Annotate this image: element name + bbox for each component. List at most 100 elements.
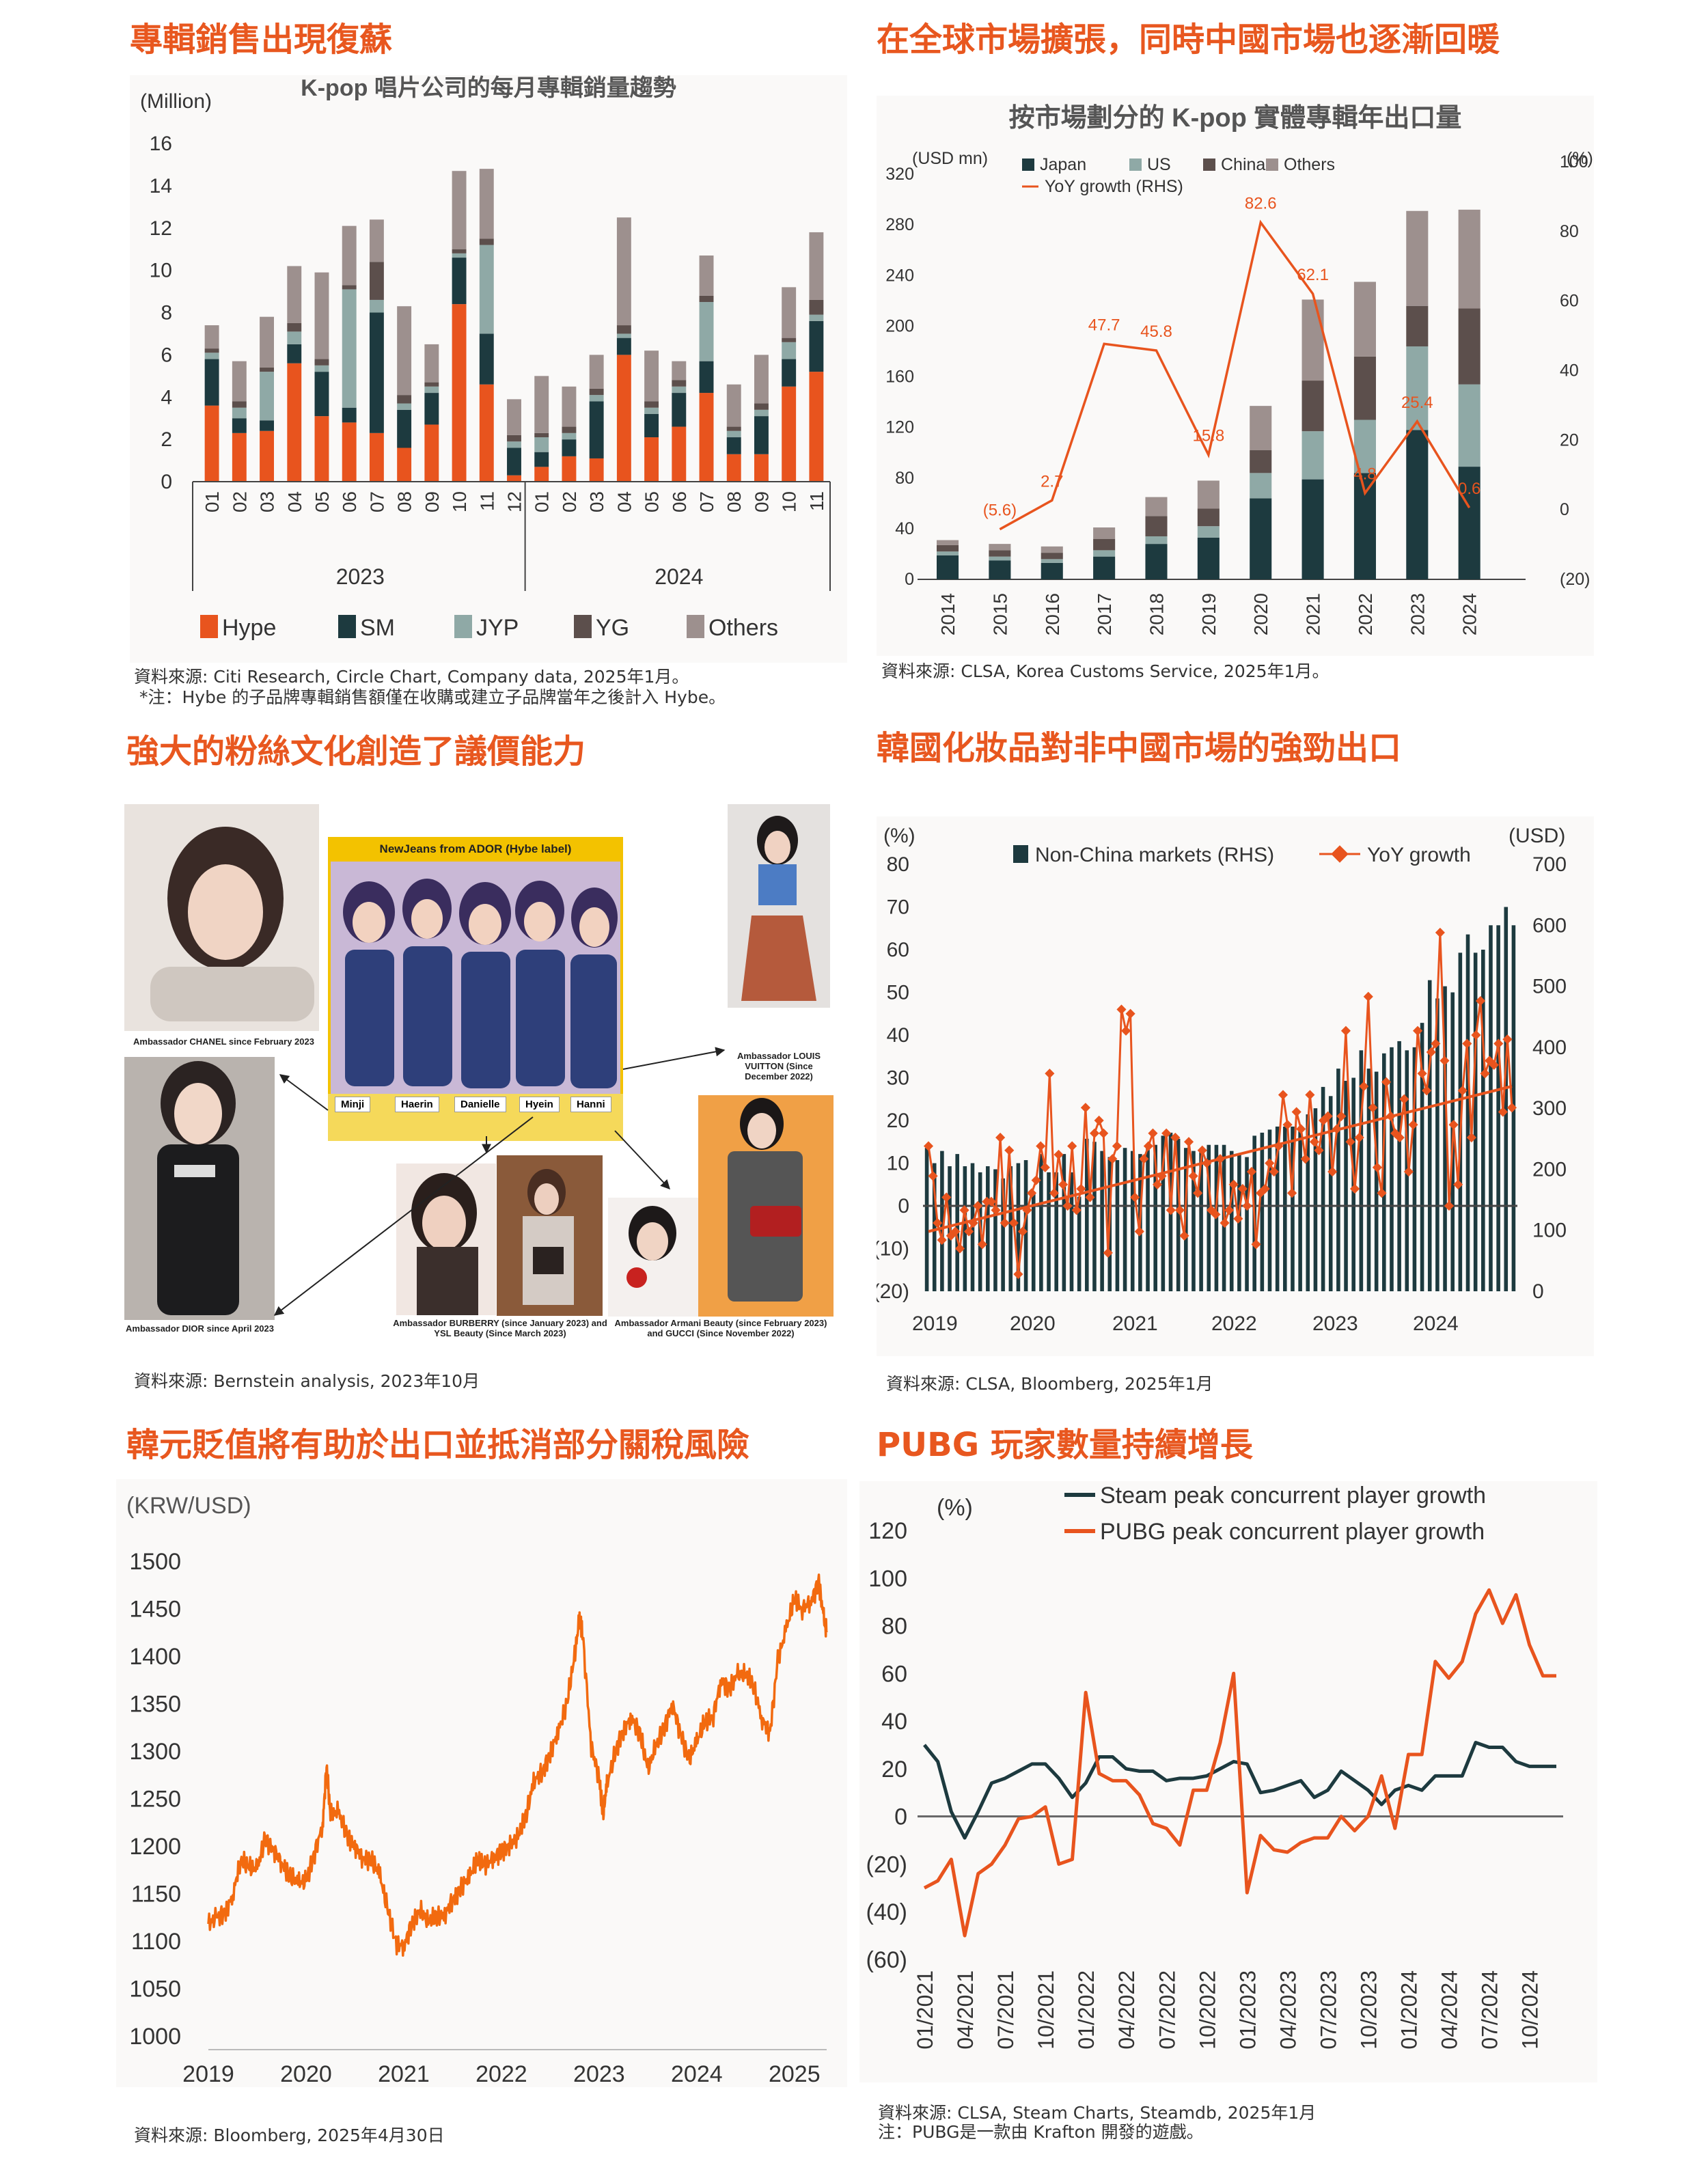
yoy-growth-marker: [1148, 1128, 1158, 1138]
yoy-growth-marker: [1174, 1205, 1185, 1215]
bar-segment: [937, 555, 959, 579]
bar: [1275, 1126, 1280, 1291]
bar-segment: [562, 439, 577, 456]
x-tick-label: 2018: [1146, 593, 1167, 635]
bar-segment: [397, 448, 412, 482]
x-tick-label: 10/2021: [1034, 1970, 1058, 2050]
album-exports-source: 資料來源: CLSA, Korea Customs Service, 2025年…: [881, 661, 1330, 681]
bar-segment: [809, 320, 824, 372]
burberry-ysl-ambassador-photo: [396, 1155, 603, 1316]
bar-segment: [287, 331, 302, 344]
bar-segment: [1041, 553, 1063, 560]
x-tick-label: 03: [257, 491, 278, 512]
bar-segment: [1301, 299, 1324, 381]
yoy-growth-marker: [954, 1243, 965, 1254]
bar-segment: [809, 232, 824, 300]
bar: [1023, 1160, 1028, 1291]
y-tick-label: 240: [885, 266, 914, 285]
bar: [940, 1151, 944, 1291]
y-right-tick-label: 500: [1532, 976, 1567, 998]
yoy-growth-marker: [1224, 1205, 1235, 1215]
y-tick-label: 80: [881, 1614, 907, 1640]
bar-segment: [342, 285, 357, 290]
y-right-tick-label: 400: [1532, 1036, 1567, 1059]
y-tick-label: (20): [866, 1852, 907, 1877]
bar: [1237, 1154, 1241, 1291]
bar-segment: [672, 361, 687, 381]
yoy-growth-marker: [1265, 1158, 1275, 1168]
bar: [955, 1154, 959, 1291]
bar-segment: [937, 545, 959, 552]
bar-segment: [424, 344, 439, 383]
yoy-growth-marker: [1242, 1200, 1252, 1211]
bar-segment: [989, 556, 1011, 561]
bar-segment: [260, 367, 274, 372]
yoy-growth-marker: [1314, 1145, 1324, 1155]
bar: [1344, 1080, 1348, 1291]
y-tick-label: 200: [885, 316, 914, 335]
x-tick-label: 2016: [1042, 593, 1063, 635]
bar-segment: [260, 316, 274, 368]
bar-segment: [644, 414, 659, 438]
bar-segment: [1250, 406, 1272, 450]
bar-segment: [342, 225, 357, 286]
yoy-growth-marker: [986, 1196, 997, 1207]
bar-segment: [397, 395, 412, 404]
bar-segment: [782, 342, 797, 359]
yoy-growth-marker: [1013, 1269, 1023, 1280]
bar-segment: [1353, 281, 1376, 357]
y-tick-label: 20: [881, 1757, 907, 1783]
yoy-growth-marker: [1453, 1179, 1463, 1189]
bar-segment: [1041, 562, 1063, 579]
album-exports-heading: 在全球市場擴張，同時中國市場也逐漸回暖: [877, 20, 1500, 59]
legend-label: PUBG peak concurrent player growth: [1100, 1519, 1485, 1545]
bar-segment: [754, 454, 769, 482]
y-tick-label: 320: [885, 165, 914, 184]
yoy-growth-marker: [928, 1171, 938, 1181]
newjeans-group-photo: [328, 837, 623, 1141]
bar: [1359, 1050, 1364, 1291]
bar: [1100, 1151, 1104, 1291]
bar-segment: [1197, 526, 1220, 538]
pubg-source: 資料來源: CLSA, Steam Charts, Steamdb, 2025年…: [878, 2103, 1317, 2123]
y-axis-label: (KRW/USD): [126, 1493, 251, 1519]
yoy-growth-marker: [1193, 1188, 1203, 1198]
y-tick-label: 1350: [129, 1692, 181, 1718]
bar-segment: [260, 420, 274, 431]
bar-segment: [589, 401, 604, 458]
y-right-tick-label: (20): [1560, 570, 1590, 589]
x-tick-label: 10: [449, 491, 470, 512]
x-tick-label: 02: [229, 491, 250, 512]
member-label-hyein: Hyein: [519, 1097, 560, 1112]
x-tick-label: 2019: [1198, 593, 1220, 635]
bar-segment: [782, 386, 797, 482]
bar: [1390, 1047, 1394, 1291]
yoy-growth-marker: [1305, 1090, 1315, 1100]
bar-segment: [672, 393, 687, 427]
yoy-growth-marker: [1296, 1124, 1306, 1134]
y-tick-label: 40: [881, 1709, 907, 1735]
bar-segment: [369, 262, 384, 300]
yoy-growth-marker: [1237, 1183, 1248, 1194]
bar-segment: [260, 372, 274, 421]
data-label: 45.8: [1140, 322, 1172, 341]
bar-segment: [1301, 381, 1324, 432]
yoy-growth-marker: [1363, 991, 1373, 1002]
album-sales-chart-panel: K-pop 唱片公司的每月專輯銷量趨勢 (Million) 0 2 4 6 8 10 12 14 1…: [130, 74, 847, 663]
bar-segment: [699, 393, 714, 482]
x-tick-label: 07: [696, 491, 717, 512]
y-tick-label: (20): [877, 1280, 909, 1303]
bar-segment: [534, 376, 549, 433]
louis-vuitton-ambassador-photo: [728, 804, 830, 1008]
x-group-label: 2023: [336, 564, 385, 589]
bar-segment: [507, 435, 521, 442]
y-tick-label: 120: [885, 418, 914, 437]
bar-segment: [809, 299, 824, 315]
bar: [1504, 907, 1509, 1291]
bar-segment: [1041, 546, 1063, 553]
cosmetics-heading: 韓國化妝品對非中國市場的強勁出口: [877, 729, 1402, 767]
bar: [1267, 1129, 1272, 1291]
bar-segment: [726, 437, 741, 454]
x-tick-label: 10/2023: [1356, 1970, 1381, 2050]
bar-segment: [699, 255, 714, 296]
